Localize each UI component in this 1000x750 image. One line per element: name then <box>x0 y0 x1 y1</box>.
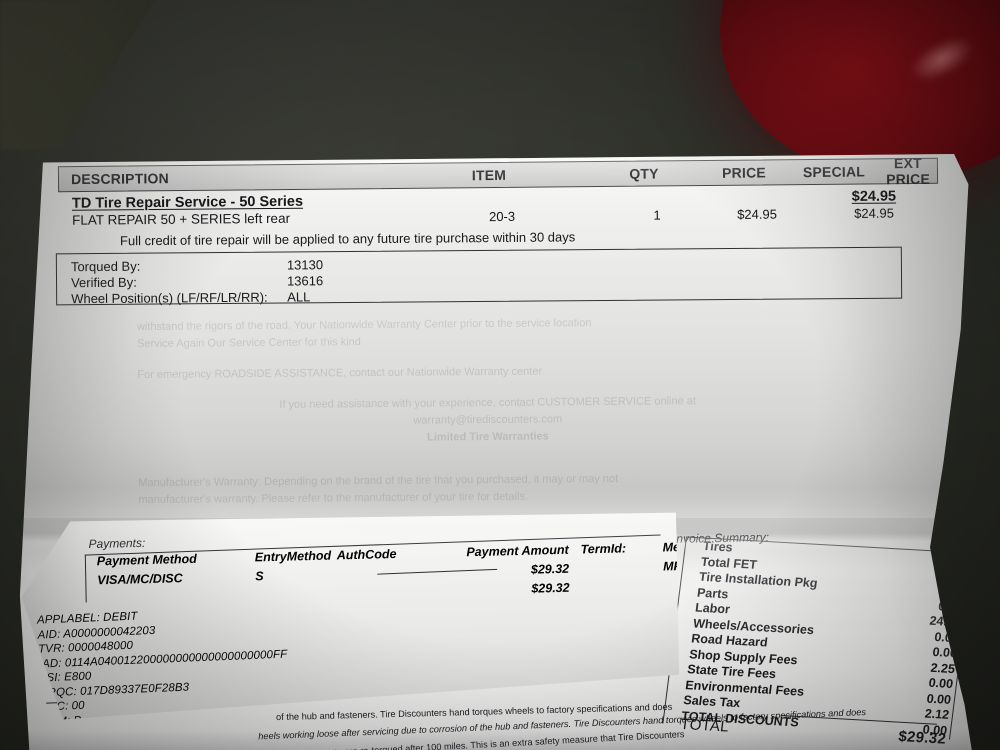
line-item-row: TD Tire Repair Service - 50 Series $24.9… <box>58 188 938 230</box>
summary-label-tires: Tires <box>702 538 734 555</box>
tire-repair-credit-note: Full credit of tire repair will be appli… <box>119 229 576 249</box>
column-header-description: DESCRIPTION <box>70 170 169 188</box>
ghost-line: For emergency ROADSIDE ASSISTANCE, conta… <box>137 365 543 382</box>
line-item-ext-price-bold: $24.95 <box>851 188 897 205</box>
verified-by-value: 13616 <box>286 273 324 289</box>
summary-value-state-tire-fees: 0.00 <box>927 675 954 692</box>
line-item-qty: 1 <box>653 207 661 223</box>
column-header-ext-price: EXT PRICE <box>886 154 931 188</box>
ghost-line: warranty@tirediscounters.com <box>413 413 563 427</box>
payment-method-value: VISA/MC/DISC <box>97 571 183 588</box>
ghost-line: If you need assistance with your experie… <box>279 395 696 411</box>
summary-label-labor: Labor <box>694 600 731 617</box>
ghost-line: withstand the rigors of the road. Your N… <box>136 317 592 334</box>
column-header-price: PRICE <box>722 164 766 181</box>
ghost-line: Limited Tire Warranties <box>427 430 549 444</box>
line-item-ext-price: $24.95 <box>854 205 894 221</box>
payments-column-header-amount: Payment Amount <box>466 542 569 560</box>
torqued-by-label: Torqued By: <box>70 258 141 275</box>
column-header-special: SPECIAL <box>802 163 866 181</box>
payments-column-header-auth-code: AuthCode <box>336 546 397 563</box>
torqued-by-value: 13130 <box>286 257 324 273</box>
line-item-price: $24.95 <box>737 206 777 222</box>
payment-total-value: $29.32 <box>531 580 570 596</box>
line-items-header-row: DESCRIPTION ITEM QTY PRICE SPECIAL EXT P… <box>57 154 939 193</box>
column-header-qty: QTY <box>629 165 659 182</box>
torque-verification-box: Torqued By: 13130 Verified By: 13616 Whe… <box>55 246 903 307</box>
line-item-item-code: 20-3 <box>488 208 516 225</box>
ghost-line: manufacturer's warranty. Please refer to… <box>138 490 529 507</box>
payments-column-header-entry: EntryMethod <box>254 548 332 565</box>
wheel-position-value: ALL <box>287 289 311 305</box>
payments-column-header-method: Payment Method <box>96 551 197 569</box>
line-item-title: TD Tire Repair Service - 50 Series <box>71 193 304 212</box>
verified-by-label: Verified By: <box>70 274 137 291</box>
summary-label-total-fet: Total FET <box>700 554 758 572</box>
summary-value-shop-supply-fees: 2.25 <box>929 660 956 676</box>
wheel-position-label: Wheel Position(s) (LF/RF/LR/RR): <box>71 289 268 307</box>
ghost-line: Service Again Our Service Center for thi… <box>137 336 361 351</box>
column-header-item: ITEM <box>471 166 507 184</box>
entry-method-value: S <box>255 569 264 584</box>
payments-column-header-term-id: TermId: <box>580 541 627 557</box>
summary-label-parts: Parts <box>696 585 730 601</box>
line-item-detail: FLAT REPAIR 50 + SERIES left rear <box>72 210 291 228</box>
payments-section-label: Payments: <box>88 535 146 551</box>
ghost-line: Manufacturer's Warranty: Depending on th… <box>138 472 619 490</box>
